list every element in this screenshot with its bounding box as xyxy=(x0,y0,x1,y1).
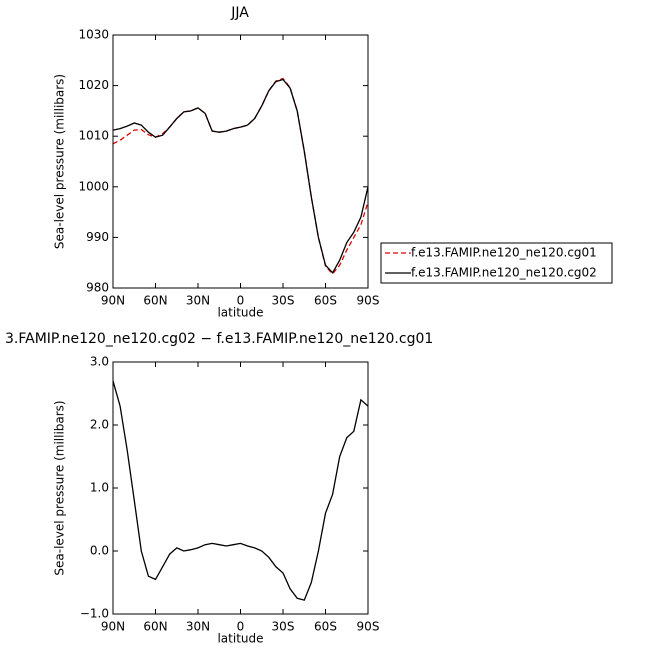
x-tick-label: 90N xyxy=(101,620,125,634)
y-axis-label: Sea-level pressure (millibars) xyxy=(53,400,67,575)
y-tick-label: 3.0 xyxy=(90,355,109,369)
y-axis-label: Sea-level pressure (millibars) xyxy=(53,74,67,249)
chart-title: 3.FAMIP.ne120_ne120.cg02 − f.e13.FAMIP.n… xyxy=(5,331,433,347)
y-tick-label: 980 xyxy=(86,281,109,295)
y-tick-label: 2.0 xyxy=(90,418,109,432)
x-tick-label: 90S xyxy=(357,620,380,634)
x-tick-label: 60S xyxy=(314,620,337,634)
x-axis-label: latitude xyxy=(217,632,263,646)
legend-label: f.e13.FAMIP.ne120_ne120.cg02 xyxy=(411,266,597,280)
y-tick-label: 1000 xyxy=(78,179,109,193)
y-tick-label: 1.0 xyxy=(90,481,109,495)
data-line xyxy=(112,380,369,601)
x-tick-label: 0 xyxy=(237,620,245,634)
x-tick-label: 60S xyxy=(314,294,337,308)
chart-title: JJA xyxy=(230,5,249,21)
y-tick-label: −1.0 xyxy=(80,607,109,621)
x-tick-label: 30N xyxy=(186,294,210,308)
x-axis-label: latitude xyxy=(217,306,263,320)
plot-frame xyxy=(112,361,369,615)
y-tick-label: 990 xyxy=(86,230,109,244)
legend-label: f.e13.FAMIP.ne120_ne120.cg01 xyxy=(411,246,597,260)
x-tick-label: 30S xyxy=(272,294,295,308)
y-tick-label: 0.0 xyxy=(90,544,109,558)
x-tick-label: 0 xyxy=(237,294,245,308)
x-tick-label: 30N xyxy=(186,620,210,634)
legend-box xyxy=(380,242,613,284)
y-tick-label: 1020 xyxy=(78,78,109,92)
y-tick-label: 1010 xyxy=(78,129,109,143)
data-line xyxy=(112,78,369,274)
y-tick-label: 1030 xyxy=(78,28,109,42)
x-tick-label: 90S xyxy=(357,294,380,308)
x-tick-label: 60N xyxy=(143,294,167,308)
plot-frame xyxy=(112,34,369,289)
x-tick-label: 90N xyxy=(101,294,125,308)
x-tick-label: 30S xyxy=(272,620,295,634)
x-tick-label: 60N xyxy=(143,620,167,634)
data-line xyxy=(112,77,369,275)
